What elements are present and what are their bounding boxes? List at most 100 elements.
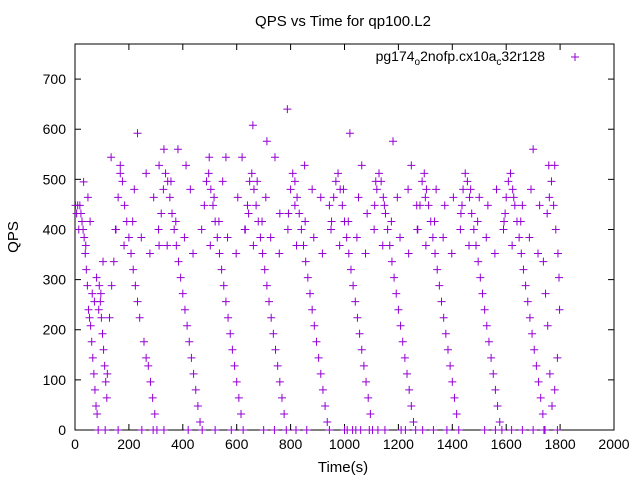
data-point	[293, 193, 302, 202]
y-tick-label: 0	[58, 422, 66, 438]
data-point	[432, 185, 441, 194]
data-point	[189, 249, 198, 258]
data-point	[441, 329, 450, 338]
data-point	[407, 161, 416, 170]
data-point	[191, 385, 200, 394]
data-point	[374, 169, 383, 178]
data-point	[387, 217, 396, 226]
legend-marker	[571, 53, 579, 61]
data-point	[329, 193, 338, 202]
data-point	[131, 281, 140, 290]
data-point	[90, 297, 99, 306]
x-tick-label: 200	[117, 436, 141, 452]
data-point	[92, 273, 101, 282]
data-point	[173, 145, 182, 154]
data-point	[172, 241, 181, 250]
data-point	[346, 265, 355, 274]
data-point	[478, 289, 487, 298]
data-point	[404, 185, 413, 194]
data-point	[526, 185, 535, 194]
data-point	[180, 233, 189, 242]
data-point	[302, 426, 311, 434]
data-point	[227, 426, 236, 434]
data-point	[79, 177, 88, 186]
data-point	[107, 281, 116, 290]
data-point	[248, 121, 257, 130]
data-point	[90, 385, 99, 394]
data-point	[88, 289, 97, 298]
data-point	[421, 241, 430, 250]
data-point	[493, 401, 502, 410]
data-point	[473, 217, 482, 226]
data-point	[239, 426, 248, 434]
data-point	[96, 289, 105, 298]
data-point	[316, 369, 325, 378]
data-point	[532, 361, 541, 370]
data-point	[467, 209, 476, 218]
data-point	[275, 249, 284, 258]
data-point	[280, 409, 289, 418]
data-point	[161, 169, 170, 178]
data-point	[184, 426, 193, 434]
data-point	[149, 426, 158, 434]
data-point	[439, 233, 448, 242]
data-point	[380, 201, 389, 210]
data-point	[412, 201, 421, 210]
data-point	[127, 249, 136, 258]
data-point	[392, 289, 401, 298]
data-point	[405, 385, 414, 394]
data-point	[344, 249, 353, 258]
data-point	[83, 281, 92, 290]
data-point	[81, 241, 90, 250]
data-point	[547, 177, 556, 186]
data-point	[372, 185, 381, 194]
data-point	[545, 369, 554, 378]
data-point	[463, 177, 472, 186]
data-point	[480, 305, 489, 314]
data-point	[404, 249, 413, 258]
data-point	[213, 233, 222, 242]
data-point	[84, 305, 93, 314]
data-point	[247, 169, 256, 178]
x-tick-label: 1000	[329, 436, 360, 452]
data-point	[508, 241, 517, 250]
data-point	[338, 201, 347, 210]
data-point	[244, 209, 253, 218]
data-point	[499, 225, 508, 234]
data-point	[396, 321, 405, 330]
data-point	[252, 201, 261, 210]
data-point	[178, 289, 187, 298]
data-point	[82, 265, 91, 274]
data-point	[528, 329, 537, 338]
data-point	[492, 185, 501, 194]
data-point	[78, 217, 87, 226]
data-point	[352, 233, 361, 242]
x-tick-label: 0	[71, 436, 79, 452]
data-point	[393, 193, 402, 202]
data-point	[472, 241, 481, 250]
data-point	[301, 257, 310, 266]
data-point	[359, 361, 368, 370]
data-point	[491, 426, 500, 434]
data-point	[517, 249, 526, 258]
data-point	[312, 337, 321, 346]
data-point	[510, 201, 519, 210]
data-point	[299, 241, 308, 250]
data-point	[506, 169, 515, 178]
data-point	[98, 329, 107, 338]
data-point	[553, 353, 562, 362]
data-point	[292, 241, 301, 250]
data-point	[129, 265, 138, 274]
data-point	[353, 313, 362, 322]
data-point	[421, 193, 430, 202]
y-tick-label: 700	[43, 71, 67, 87]
data-point	[238, 153, 247, 162]
data-point	[277, 393, 286, 402]
data-point	[500, 217, 509, 226]
data-point	[325, 426, 334, 434]
data-point	[101, 426, 110, 434]
data-point	[86, 321, 95, 330]
data-point	[469, 225, 478, 234]
data-point	[385, 241, 394, 250]
data-point	[269, 329, 278, 338]
